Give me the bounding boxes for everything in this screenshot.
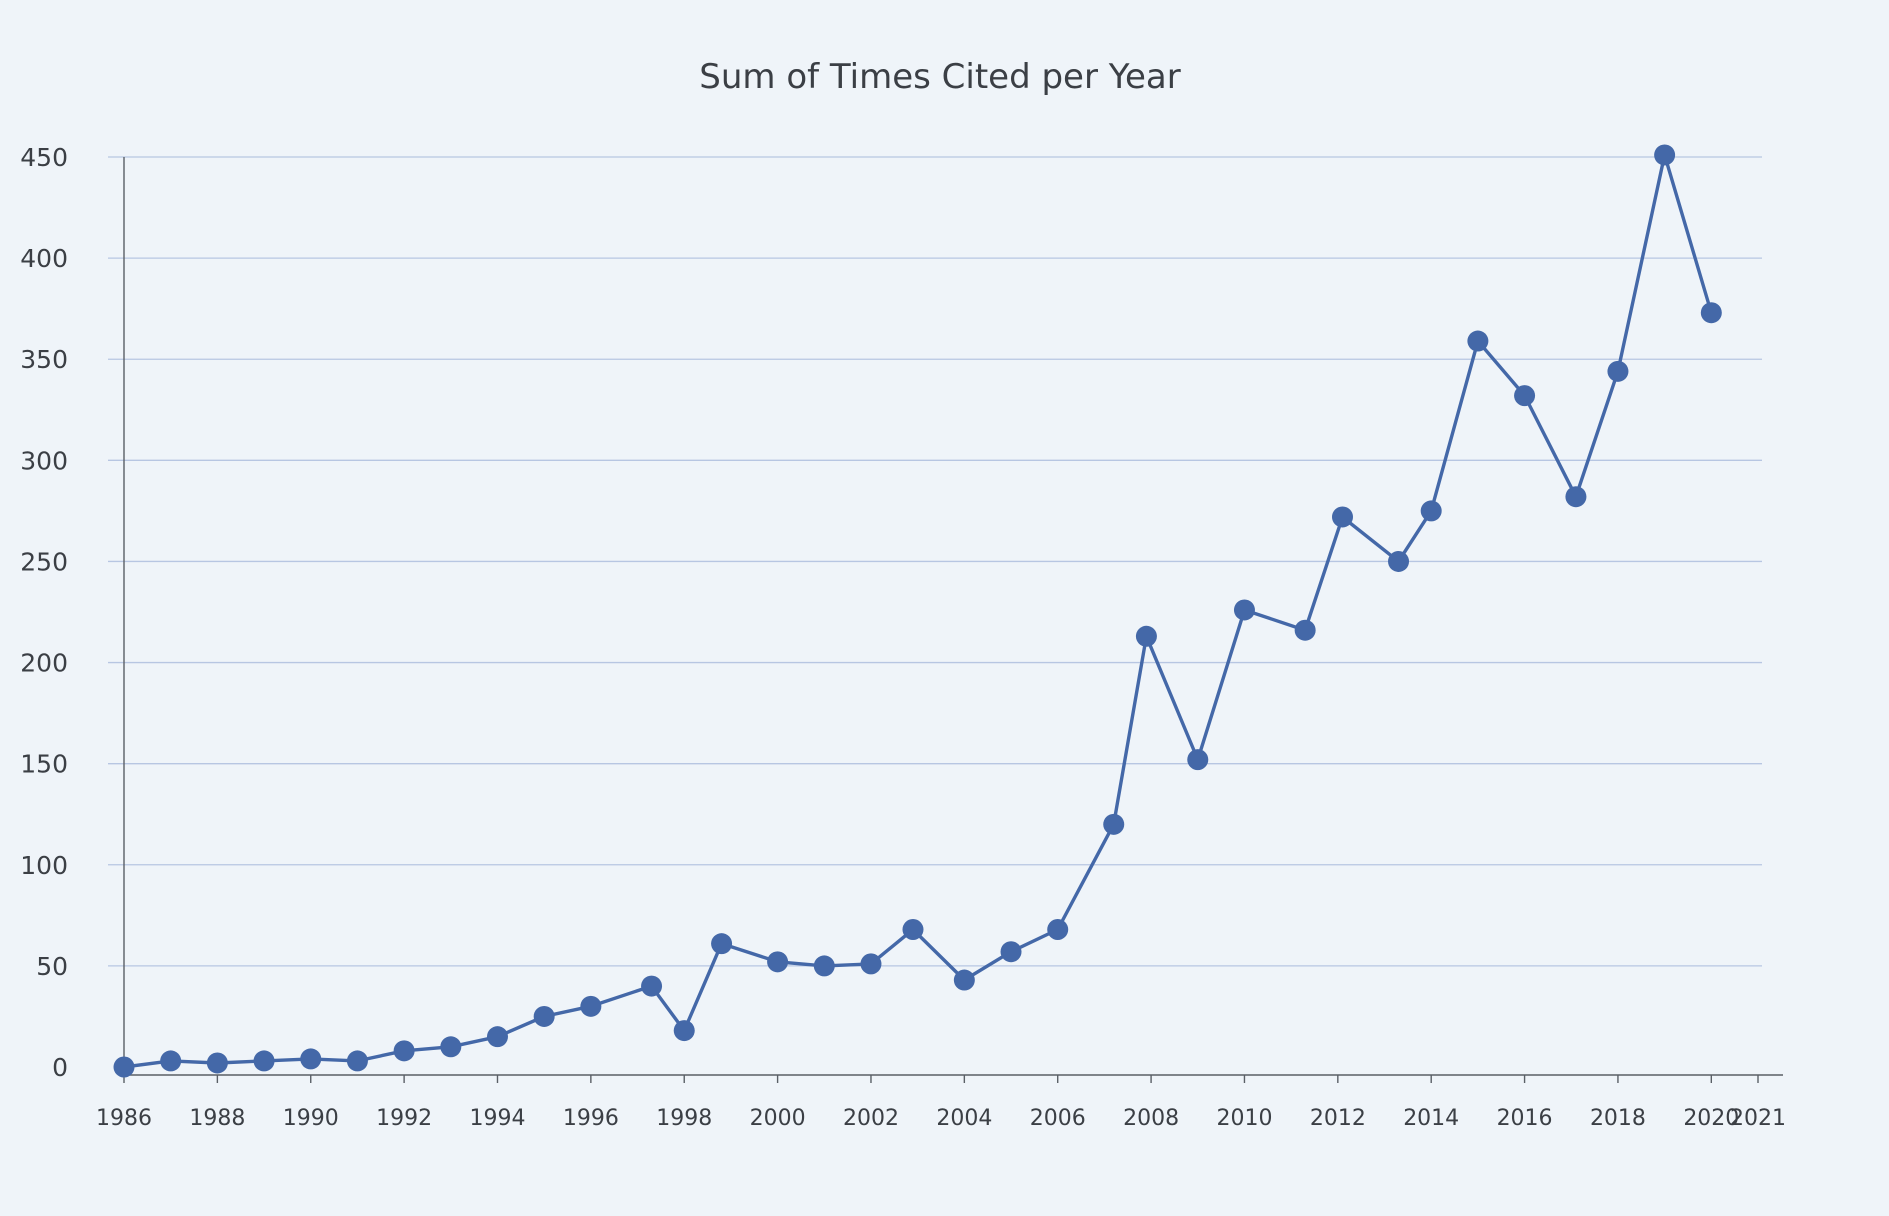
data-point-19 [1000, 941, 1022, 963]
data-point-32 [1607, 360, 1629, 382]
data-point-8 [486, 1026, 508, 1048]
data-point-0 [113, 1056, 135, 1078]
data-point-6 [393, 1040, 415, 1062]
y-tick-label-200: 200 [20, 649, 68, 678]
data-point-34 [1700, 302, 1722, 324]
data-point-25 [1294, 619, 1316, 641]
x-tick-label-1988: 1988 [189, 1106, 245, 1131]
data-point-30 [1514, 385, 1536, 407]
data-point-18 [953, 969, 975, 991]
x-tick-label-2014: 2014 [1403, 1106, 1459, 1131]
data-point-12 [673, 1020, 695, 1042]
data-point-13 [711, 933, 733, 955]
x-tick-label-2018: 2018 [1590, 1106, 1646, 1131]
data-point-11 [641, 975, 663, 997]
x-tick-labels: 1986 1988 1990 1992 1994 1996 1998 2000 2002 2004… [96, 1106, 1786, 1131]
y-tick-labels: 0 50 100 150 200 250 300 350 400 450 [20, 143, 68, 1082]
data-point-31 [1565, 486, 1587, 508]
data-point-24 [1233, 599, 1255, 621]
x-tick-label-2021: 2021 [1730, 1106, 1786, 1131]
x-tick-label-1998: 1998 [656, 1106, 712, 1131]
data-point-23 [1187, 749, 1209, 771]
x-tick-label-2002: 2002 [843, 1106, 899, 1131]
x-tick-label-1992: 1992 [376, 1106, 432, 1131]
data-point-17 [902, 918, 924, 940]
y-tick-label-250: 250 [20, 547, 68, 576]
x-tick-label-2004: 2004 [936, 1106, 992, 1131]
data-point-22 [1135, 625, 1157, 647]
x-tick-label-2010: 2010 [1216, 1106, 1272, 1131]
data-point-4 [300, 1048, 322, 1070]
data-point-10 [580, 995, 602, 1017]
y-tick-label-300: 300 [20, 446, 68, 475]
x-tick-label-2012: 2012 [1310, 1106, 1366, 1131]
x-tick-label-2006: 2006 [1030, 1106, 1086, 1131]
x-tick-label-2016: 2016 [1497, 1106, 1553, 1131]
data-point-21 [1103, 813, 1125, 835]
gridlines [108, 156, 1762, 967]
x-tick-label-2020: 2020 [1683, 1106, 1739, 1131]
y-tick-label-450: 450 [20, 143, 68, 172]
data-point-29 [1467, 330, 1489, 352]
chart-title: Sum of Times Cited per Year [699, 57, 1180, 97]
x-tick-label-2008: 2008 [1123, 1106, 1179, 1131]
axes [123, 157, 1783, 1083]
data-point-14 [767, 951, 789, 973]
x-tick-label-1994: 1994 [469, 1106, 525, 1131]
y-tick-label-150: 150 [20, 750, 68, 779]
data-point-26 [1331, 506, 1353, 528]
y-tick-label-0: 0 [52, 1053, 68, 1082]
data-point-3 [253, 1050, 275, 1072]
y-tick-label-350: 350 [20, 345, 68, 374]
x-tick-label-1990: 1990 [283, 1106, 339, 1131]
x-tick-label-1996: 1996 [563, 1106, 619, 1131]
data-point-15 [813, 955, 835, 977]
y-tick-label-100: 100 [20, 851, 68, 880]
x-tick-label-1986: 1986 [96, 1106, 152, 1131]
data-point-16 [860, 953, 882, 975]
data-point-33 [1654, 144, 1676, 166]
data-point-9 [533, 1005, 555, 1027]
y-tick-label-50: 50 [36, 952, 68, 981]
data-point-28 [1420, 500, 1442, 522]
data-point-27 [1388, 550, 1410, 572]
data-point-20 [1047, 918, 1069, 940]
series-group [113, 144, 1722, 1078]
data-point-1 [160, 1050, 182, 1072]
data-point-7 [440, 1036, 462, 1058]
x-tick-label-2000: 2000 [750, 1106, 806, 1131]
data-point-5 [346, 1050, 368, 1072]
y-tick-label-400: 400 [20, 244, 68, 273]
data-point-2 [206, 1052, 228, 1074]
